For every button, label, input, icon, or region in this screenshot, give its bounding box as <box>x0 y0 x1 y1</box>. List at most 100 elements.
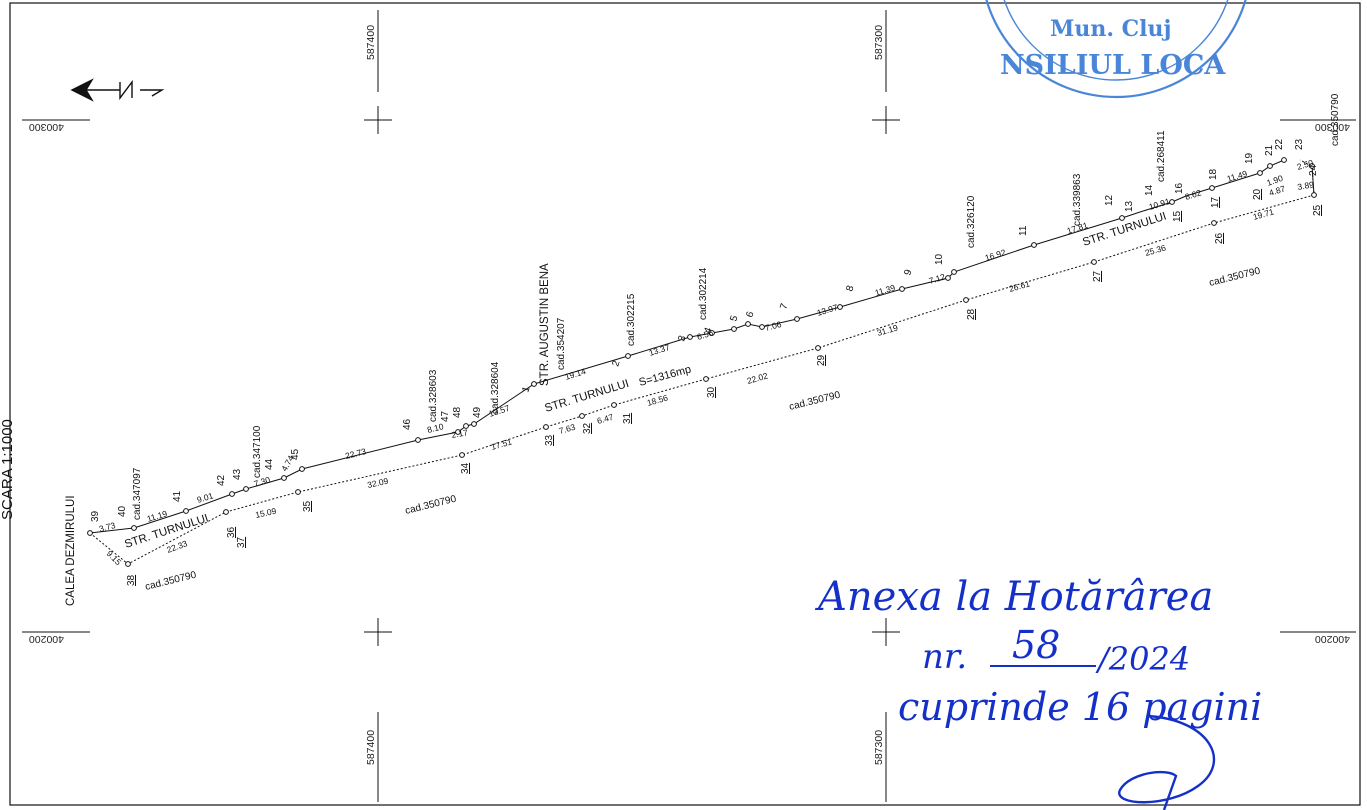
svg-text:31: 31 <box>622 412 633 424</box>
cad-339863: cad.339863 <box>1072 173 1083 226</box>
svg-text:9: 9 <box>902 268 914 277</box>
svg-text:42: 42 <box>216 474 227 486</box>
map-frame <box>9 2 1361 806</box>
svg-text:22: 22 <box>1274 138 1285 150</box>
vertex-points <box>87 157 1317 567</box>
cad-328604: cad.328604 <box>490 361 501 414</box>
svg-text:17: 17 <box>1210 196 1221 208</box>
svg-text:6.47: 6.47 <box>596 412 615 426</box>
svg-text:48: 48 <box>452 406 463 418</box>
svg-text:10.91: 10.91 <box>1148 196 1172 212</box>
svg-text:12: 12 <box>1104 194 1115 206</box>
svg-text:17.51: 17.51 <box>490 436 513 452</box>
hand-line1: Anexa la Hotărârea <box>814 574 1213 620</box>
parcel-boundary-south <box>89 159 1315 565</box>
svg-text:32.09: 32.09 <box>366 476 389 490</box>
svg-text:47: 47 <box>440 410 451 422</box>
coord-y-top-right: 587300 <box>873 25 885 60</box>
svg-text:2.50: 2.50 <box>1296 157 1315 171</box>
svg-text:36: 36 <box>226 526 237 538</box>
svg-text:33: 33 <box>544 434 555 446</box>
svg-text:43: 43 <box>232 468 243 480</box>
coord-x-top-left: 400300 <box>29 121 64 133</box>
grid-ticks <box>22 10 1356 802</box>
svg-text:6.56: 6.56 <box>696 327 715 341</box>
cad-328603: cad.328603 <box>428 369 439 422</box>
svg-text:15.09: 15.09 <box>254 506 277 520</box>
svg-text:4: 4 <box>702 326 714 335</box>
svg-text:25.36: 25.36 <box>1144 242 1167 258</box>
street-turnului-mid: STR. TURNULUI <box>543 378 630 415</box>
handwritten-note: Anexa la Hotărârea nr. 58 /2024 cuprinde… <box>814 574 1262 810</box>
svg-text:15: 15 <box>1172 210 1183 222</box>
svg-text:7.12: 7.12 <box>928 271 947 285</box>
svg-text:3: 3 <box>676 334 688 343</box>
svg-text:22.02: 22.02 <box>746 370 769 386</box>
cad-302215: cad.302215 <box>626 293 637 346</box>
svg-text:45: 45 <box>290 448 301 460</box>
svg-text:2.17: 2.17 <box>451 427 469 440</box>
svg-text:9.15: 9.15 <box>105 548 124 567</box>
svg-text:7.63: 7.63 <box>558 422 577 436</box>
svg-text:6: 6 <box>744 310 756 319</box>
cad-326120: cad.326120 <box>966 195 977 248</box>
cad-350790-w: cad.350790 <box>144 569 198 592</box>
svg-text:3.89: 3.89 <box>1297 179 1315 192</box>
svg-text:11.49: 11.49 <box>1226 168 1249 184</box>
svg-text:25: 25 <box>1312 204 1323 216</box>
svg-text:1: 1 <box>520 385 532 394</box>
svg-text:26: 26 <box>1214 232 1225 244</box>
svg-text:49: 49 <box>472 406 483 418</box>
north-arrow-icon <box>70 78 165 102</box>
svg-text:22.73: 22.73 <box>344 446 367 461</box>
svg-text:23: 23 <box>1294 138 1305 150</box>
svg-text:27: 27 <box>1092 270 1103 282</box>
street-augustin-bena: STR. AUGUSTIN BENA <box>539 263 551 386</box>
signature-icon <box>1118 714 1216 810</box>
cad-350790-s: cad.350790 <box>788 389 842 412</box>
stamp-line1: Mun. Cluj <box>1050 16 1171 42</box>
svg-text:5: 5 <box>728 314 740 323</box>
council-stamp: Mun. Cluj NSILIUL LOCA <box>985 0 1247 99</box>
cad-347097: cad.347097 <box>132 467 143 520</box>
svg-text:7.30: 7.30 <box>253 474 272 488</box>
coord-x-top-right: 400300 <box>1315 121 1350 133</box>
segment-lengths: 3.73 11.19 9.01 7.30 4.74 22.73 8.10 2.1… <box>98 157 1315 567</box>
svg-text:13.97: 13.97 <box>816 302 840 318</box>
svg-text:22.33: 22.33 <box>165 538 189 555</box>
svg-text:10: 10 <box>934 253 945 265</box>
svg-text:39: 39 <box>90 510 101 522</box>
coord-x-bottom-right: 400200 <box>1315 633 1350 645</box>
cad-302214: cad.302214 <box>698 267 709 320</box>
svg-text:9.01: 9.01 <box>196 490 215 504</box>
svg-text:8.10: 8.10 <box>426 421 445 435</box>
svg-text:18.56: 18.56 <box>646 392 669 408</box>
svg-text:31.19: 31.19 <box>876 322 899 338</box>
svg-text:19.14: 19.14 <box>564 366 588 382</box>
svg-text:28: 28 <box>966 308 977 320</box>
svg-text:21: 21 <box>1264 144 1275 156</box>
svg-text:46: 46 <box>402 418 413 430</box>
parcel-area: S=1316mp <box>638 363 693 388</box>
coord-x-bottom-left: 400200 <box>29 633 64 645</box>
svg-text:8.62: 8.62 <box>1184 187 1203 201</box>
hand-nr-year: /2024 <box>1095 640 1190 678</box>
svg-text:44: 44 <box>264 458 275 470</box>
svg-text:4.87: 4.87 <box>1268 183 1287 197</box>
svg-text:8: 8 <box>844 284 856 293</box>
svg-text:34: 34 <box>460 462 471 474</box>
svg-text:11: 11 <box>1018 225 1029 236</box>
street-dezmirului: CALEA DEZMIRULUI <box>65 495 77 606</box>
vertex-numbers: 39 40 41 42 43 44 45 46 47 48 49 1 2 3 4… <box>90 138 1319 522</box>
hand-nr-value: 58 <box>1012 623 1060 667</box>
coord-y-bottom-left: 587400 <box>365 730 377 765</box>
svg-text:2: 2 <box>610 359 622 368</box>
svg-text:19: 19 <box>1244 152 1255 164</box>
svg-text:13.37: 13.37 <box>648 342 672 358</box>
svg-text:24: 24 <box>1308 164 1319 176</box>
svg-text:40: 40 <box>117 505 128 517</box>
svg-text:18: 18 <box>1208 168 1219 180</box>
svg-text:11.39: 11.39 <box>874 282 897 298</box>
cad-350790-north: cad.350790 <box>1330 93 1341 146</box>
